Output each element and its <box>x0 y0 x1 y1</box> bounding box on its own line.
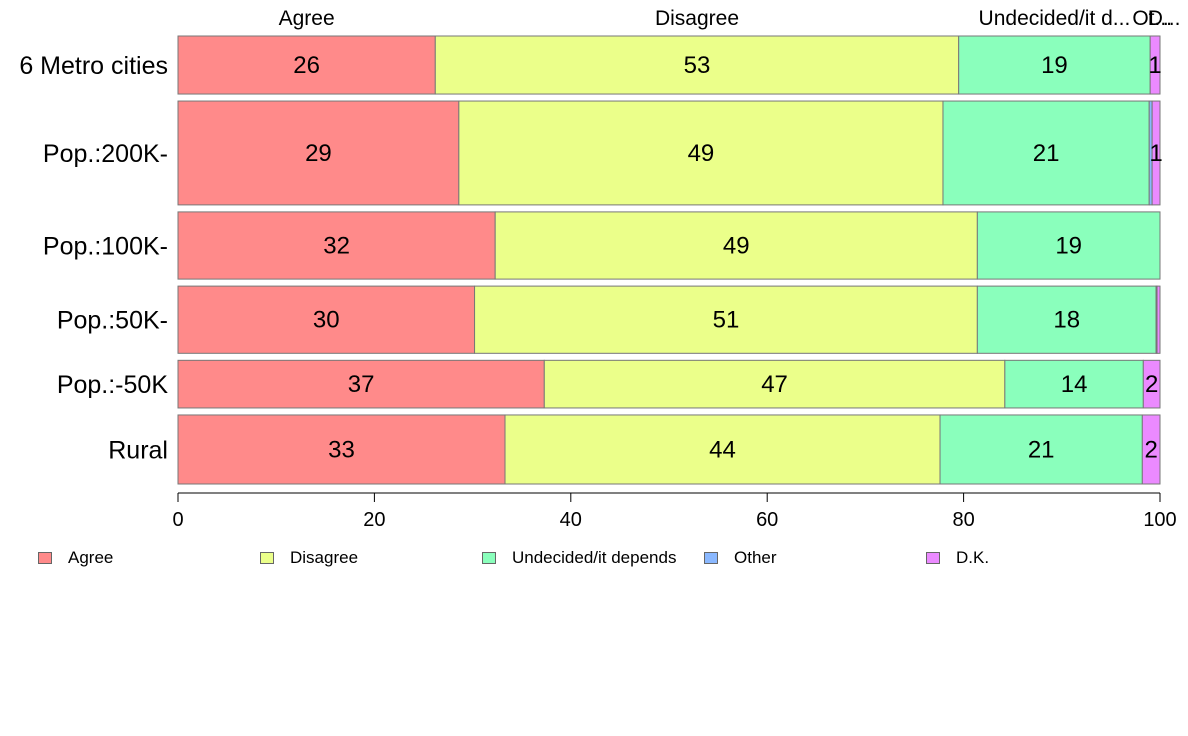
value-label-pop-50k-agree: 30 <box>313 307 340 334</box>
bar-rural-undecided-it-depends <box>939 414 1143 485</box>
value-label-rural-agree: 33 <box>328 436 355 463</box>
bar-6-metro-cities-d-k <box>1149 35 1161 95</box>
bar-pop-200k-undecided-it-depends <box>942 100 1150 206</box>
row-labels-layer: 6 Metro cities Pop.:200K- Pop.:100K- Pop.:5… <box>19 52 168 464</box>
value-label-pop-50k-d-k: 2 <box>1145 371 1158 398</box>
x-axis: 0 20 40 60 80 100 <box>172 492 1177 531</box>
value-label-pop-50k-undecided-it-depends: 14 <box>1061 371 1088 398</box>
legend-item-agree: Agree <box>38 548 113 568</box>
value-label-pop-100k-disagree: 49 <box>723 233 750 260</box>
row-label-pop-50k: Pop.:50K- <box>57 307 168 335</box>
legend-label-agree: Agree <box>68 548 114 567</box>
bar-pop-200k-agree <box>177 100 460 206</box>
bar-pop-50k-disagree <box>474 285 978 354</box>
value-label-pop-50k-undecided-it-depends: 18 <box>1053 307 1080 334</box>
x-tick-label-100: 100 <box>1143 509 1176 531</box>
legend-label-disagree: Disagree <box>290 548 359 567</box>
value-label-pop-50k-agree: 37 <box>348 371 375 398</box>
row-label-pop-100k: Pop.:100K- <box>43 233 168 261</box>
legend-swatch-undecided <box>482 552 496 564</box>
value-label-6-metro-cities-undecided-it-depends: 19 <box>1041 52 1068 79</box>
legend-label-other: Other <box>734 548 777 567</box>
x-tick-label-40: 40 <box>560 509 582 531</box>
bar-pop-200k-disagree <box>458 100 944 206</box>
top-label-disagree: Disagree <box>655 7 739 30</box>
row-label-rural: Rural <box>108 436 168 464</box>
bars-layer <box>177 35 1161 485</box>
bar-6-metro-cities-undecided-it-depends <box>958 35 1151 95</box>
bar-pop-200k-d-k <box>1151 100 1161 206</box>
bar-pop-50k-disagree <box>543 359 1006 409</box>
bar-pop-50k-agree <box>177 359 545 409</box>
bar-rural-disagree <box>504 414 941 485</box>
x-tick-label-80: 80 <box>952 509 974 531</box>
row-label-pop-50k: Pop.:-50K <box>57 371 169 399</box>
bar-pop-50k-d-k <box>1142 359 1161 409</box>
value-label-rural-undecided-it-depends: 21 <box>1028 436 1055 463</box>
bar-pop-50k-agree <box>177 285 476 354</box>
bar-6-metro-cities-disagree <box>434 35 960 95</box>
legend-swatch-disagree <box>260 552 274 564</box>
legend: Agree Disagree Undecided/it depends Othe… <box>0 548 1188 570</box>
value-label-pop-100k-agree: 32 <box>323 233 350 260</box>
bar-rural-agree <box>177 414 506 485</box>
value-labels-layer: 26 53 19 1 29 49 21 1 32 49 19 30 51 18 37 47 14 2 33 44 21 2 <box>293 52 1162 463</box>
legend-swatch-agree <box>38 552 52 564</box>
x-tick-label-20: 20 <box>363 509 385 531</box>
x-tick-label-0: 0 <box>172 509 183 531</box>
value-label-pop-200k-disagree: 49 <box>688 140 715 167</box>
row-label-pop-200k: Pop.:200K- <box>43 140 168 168</box>
legend-label-dk: D.K. <box>956 548 990 567</box>
bar-6-metro-cities-agree <box>177 35 436 95</box>
value-label-pop-200k-d-k: 1 <box>1149 140 1162 167</box>
legend-item-undecided: Undecided/it depends <box>482 548 676 568</box>
bar-pop-50k-d-k <box>1156 285 1161 354</box>
bar-pop-100k-undecided-it-depends <box>976 211 1161 280</box>
legend-label-undecided: Undecided/it depends <box>512 548 677 567</box>
bar-pop-100k-agree <box>177 211 496 280</box>
top-labels-layer: Agree Disagree Undecided/it d... Ot...D... <box>279 7 1181 30</box>
legend-swatch-other <box>704 552 718 564</box>
top-label-undecided-it-depends: Undecided/it d... <box>979 7 1131 30</box>
legend-item-disagree: Disagree <box>260 548 358 568</box>
top-label-agree: Agree <box>279 7 335 30</box>
value-label-pop-50k-disagree: 51 <box>713 307 740 334</box>
top-label-d-k: D... <box>1148 7 1181 30</box>
value-label-rural-d-k: 2 <box>1144 436 1157 463</box>
value-label-6-metro-cities-d-k: 1 <box>1148 52 1161 79</box>
value-label-pop-200k-undecided-it-depends: 21 <box>1033 140 1060 167</box>
row-label-6-metro-cities: 6 Metro cities <box>19 52 168 80</box>
legend-item-other: Other <box>704 548 777 568</box>
value-label-6-metro-cities-agree: 26 <box>293 52 320 79</box>
value-label-rural-disagree: 44 <box>709 436 736 463</box>
legend-item-dk: D.K. <box>926 548 989 568</box>
x-tick-label-60: 60 <box>756 509 778 531</box>
legend-swatch-dk <box>926 552 940 564</box>
top-label-other: Ot... <box>1132 7 1172 30</box>
value-label-pop-200k-agree: 29 <box>305 140 332 167</box>
value-label-6-metro-cities-disagree: 53 <box>684 52 711 79</box>
value-label-pop-50k-disagree: 47 <box>761 371 788 398</box>
bar-rural-d-k <box>1141 414 1161 485</box>
value-label-pop-100k-undecided-it-depends: 19 <box>1055 233 1082 260</box>
bar-pop-50k-undecided-it-depends <box>1004 359 1144 409</box>
